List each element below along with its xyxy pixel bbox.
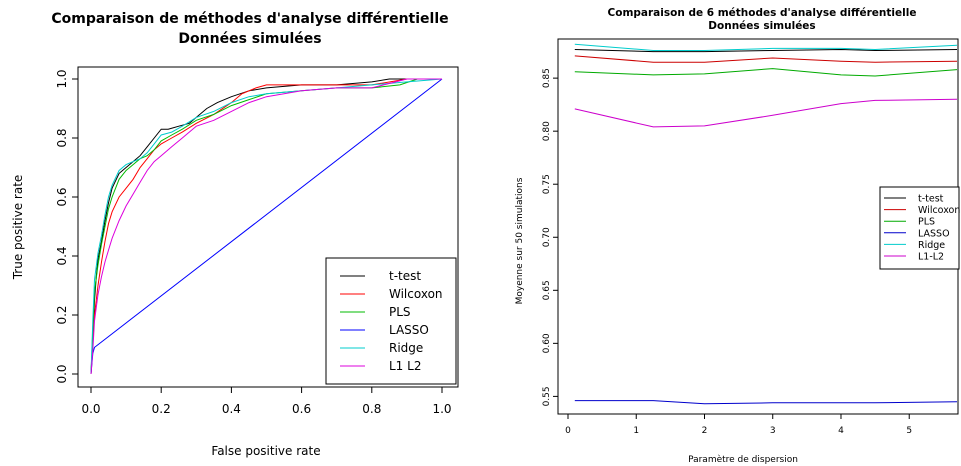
chart2-y-tick-label: 0.70 [542, 227, 552, 247]
chart1-x-axis: 0.0 0.2 0.4 0.6 0.8 1.0 [81, 386, 452, 416]
chart1-subtitle: Données simulées [178, 31, 321, 47]
chart1-x-tick-label: 0.0 [81, 402, 100, 416]
chart1-x-tick-label: 0.4 [222, 402, 241, 416]
chart1-y-tick-label: 0.2 [55, 305, 69, 324]
series-line-wilcoxon [574, 55, 958, 63]
series-line-ridge [90, 78, 443, 375]
chart1-y-tick-label: 0.8 [55, 128, 69, 147]
series-line-wilcoxon [90, 78, 442, 375]
chart2-y-tick-label: 0.60 [542, 333, 552, 353]
chart1-x-label: False positive rate [211, 444, 320, 458]
chart2-y-axis: 0.55 0.60 0.65 0.70 0.75 0.80 0.85 [542, 68, 559, 406]
series-line-ridge [574, 43, 958, 51]
chart2-title: Comparaison de 6 méthodes d'analyse diff… [608, 7, 917, 19]
chart2-series-group [574, 43, 958, 405]
chart1-y-tick-label: 0.0 [55, 364, 69, 383]
chart1-legend-box [325, 257, 457, 385]
chart1-title: Comparaison de méthodes d'analyse différ… [51, 11, 448, 27]
chart1-x-tick-label: 0.2 [152, 402, 171, 416]
dispersion-chart: Comparaison de 6 méthodes d'analyse diff… [515, 7, 960, 465]
series-line-l1-l2 [90, 78, 442, 375]
legend-label-ridge: Ridge [389, 341, 423, 355]
legend-label-wilcoxon: Wilcoxon [918, 205, 960, 216]
chart2-y-tick-label: 0.75 [542, 174, 552, 194]
series-line-lasso [574, 400, 958, 405]
series-line-t-test [574, 49, 958, 53]
chart2-legend-box [879, 186, 960, 270]
legend-label-l1-l2: L1-L2 [918, 252, 944, 263]
legend-label-lasso: LASSO [389, 323, 429, 337]
chart1-x-tick-label: 0.6 [292, 402, 311, 416]
chart2-x-tick-label: 5 [906, 426, 912, 436]
chart1-x-tick-label: 0.8 [362, 402, 381, 416]
chart2-x-tick-label: 3 [770, 426, 776, 436]
chart2-y-tick-label: 0.65 [542, 280, 552, 300]
legend-label-t-test: t-test [389, 269, 421, 283]
roc-chart: Comparaison de méthodes d'analyse différ… [11, 11, 459, 458]
chart2-x-axis: 0 1 2 3 4 5 [565, 413, 912, 436]
legend-label-l1-l2: L1 L2 [389, 359, 421, 373]
chart2-y-label: Moyenne sur 50 simulations [515, 177, 525, 304]
chart2-y-tick-label: 0.55 [542, 386, 552, 406]
chart2-subtitle: Données simulées [708, 20, 815, 32]
chart2-y-tick-label: 0.80 [542, 121, 552, 141]
chart1-legend: t-test Wilcoxon PLS LASSO Ridge L1 L2 [325, 257, 457, 385]
series-line-pls [574, 68, 958, 77]
legend-label-pls: PLS [918, 217, 935, 228]
chart2-x-label: Paramètre de dispersion [688, 454, 798, 465]
chart2-x-tick-label: 0 [565, 426, 571, 436]
legend-label-t-test: t-test [918, 194, 944, 205]
chart2-x-tick-label: 1 [633, 426, 639, 436]
chart1-y-tick-label: 0.6 [55, 187, 69, 206]
legend-label-pls: PLS [389, 305, 411, 319]
series-line-l1-l2 [574, 98, 958, 128]
legend-label-ridge: Ridge [918, 240, 945, 251]
chart1-y-label: True positive rate [11, 175, 25, 281]
chart1-y-tick-label: 0.4 [55, 246, 69, 265]
chart2-x-tick-label: 2 [702, 426, 708, 436]
legend-label-wilcoxon: Wilcoxon [389, 287, 443, 301]
chart2-x-tick-label: 4 [838, 426, 844, 436]
chart1-y-axis: 0.0 0.2 0.4 0.6 0.8 1.0 [55, 69, 79, 384]
legend-label-lasso: LASSO [918, 228, 950, 239]
chart1-y-tick-label: 1.0 [55, 69, 69, 88]
chart2-y-tick-label: 0.85 [542, 68, 552, 88]
chart1-x-tick-label: 1.0 [432, 402, 451, 416]
chart1-series-group [90, 78, 443, 375]
